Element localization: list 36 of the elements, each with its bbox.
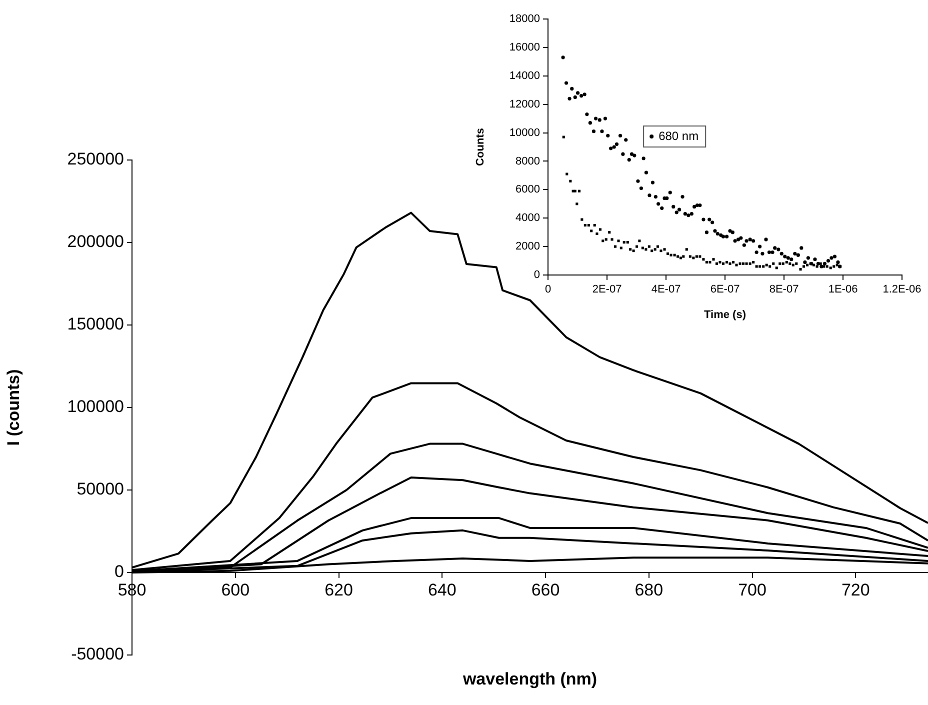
x-tick-label: 6E-07 — [710, 284, 740, 296]
legend-label: 680 nm — [658, 128, 699, 143]
x-tick-label: 0 — [544, 284, 552, 296]
y-tick-label: 200000 — [67, 232, 124, 252]
x-tick-label: 600 — [221, 580, 250, 600]
x-tick-label: 620 — [324, 580, 353, 600]
x-tick-label: 720 — [841, 580, 870, 600]
y-tick-label: 0 — [114, 562, 124, 582]
x-tick-label: 1.2E-06 — [882, 284, 922, 296]
y-tick-label: 14000 — [509, 70, 540, 82]
x-tick-label: 680 — [634, 580, 664, 600]
y-tick-label: 16000 — [509, 41, 540, 54]
y-axis-title: Counts — [474, 128, 487, 166]
x-tick-label: 2E-07 — [592, 284, 622, 296]
y-tick-label: -50000 — [71, 644, 124, 664]
y-tick-label: 150000 — [67, 314, 124, 334]
y-tick-label: 2000 — [516, 240, 540, 253]
x-tick-label: 4E-07 — [651, 284, 681, 296]
y-tick-label: 250000 — [67, 150, 124, 169]
y-tick-label: 4000 — [516, 212, 540, 224]
x-tick-label: 660 — [531, 580, 560, 600]
x-tick-label: 8E-07 — [769, 284, 799, 296]
y-tick-label: 100000 — [67, 397, 124, 416]
x-tick-label: 700 — [738, 580, 766, 600]
y-tick-label: 18000 — [509, 13, 540, 26]
x-axis-title: wavelength (nm) — [462, 670, 598, 689]
y-tick-label: 12000 — [509, 98, 540, 110]
y-tick-label: 6000 — [516, 184, 540, 196]
y-tick-label: 8000 — [516, 155, 540, 168]
x-axis-title: Time (s) — [704, 309, 746, 322]
y-tick-label: 50000 — [76, 480, 124, 499]
y-axis-title: I (counts) — [4, 369, 23, 446]
y-tick-label: 10000 — [509, 126, 540, 139]
x-tick-label: 640 — [428, 580, 456, 600]
y-tick-label: 0 — [534, 269, 540, 282]
x-tick-label: 1E-06 — [828, 284, 858, 296]
